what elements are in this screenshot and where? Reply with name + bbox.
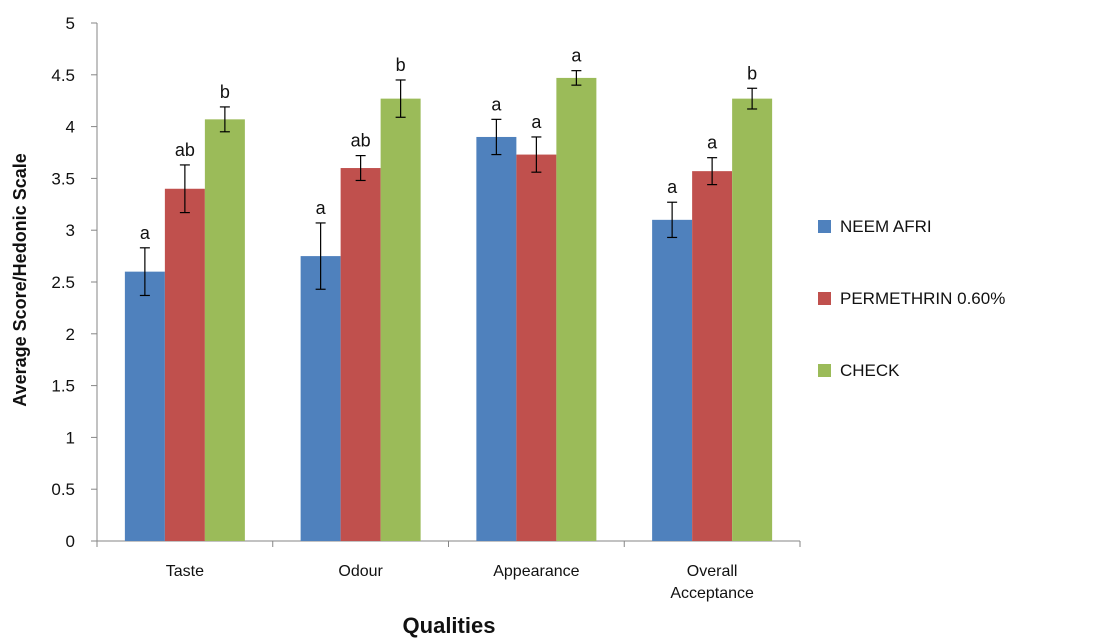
- significance-label: b: [220, 82, 230, 102]
- x-tick-label: Overall Acceptance: [670, 563, 754, 602]
- bar: [341, 168, 381, 541]
- bar: [556, 78, 596, 541]
- significance-label: a: [707, 133, 718, 153]
- x-axis-title: Qualities: [403, 613, 496, 638]
- bar: [516, 155, 556, 541]
- y-tick-label: 3: [66, 221, 75, 240]
- significance-label: b: [396, 55, 406, 75]
- x-axis: Taste Odour Appearance Overall Acceptance: [97, 541, 800, 602]
- legend-swatch: [818, 220, 831, 233]
- y-axis: 0 0.5 1 1.5 2 2.5 3 3.5 4 4.5 5: [51, 14, 97, 551]
- significance-label: a: [491, 94, 502, 114]
- y-axis-title: Average Score/Hedonic Scale: [10, 153, 30, 406]
- y-tick-label: 1: [66, 428, 75, 447]
- x-tick-label-line: Taste: [166, 563, 204, 580]
- legend: NEEM AFRI PERMETHRIN 0.60% CHECK: [818, 217, 1005, 380]
- bar: [381, 99, 421, 541]
- significance-label: a: [667, 177, 678, 197]
- x-tick-label-line: Appearance: [493, 563, 579, 580]
- x-tick-label: Appearance: [493, 563, 579, 580]
- x-tick-label: Taste: [166, 563, 204, 580]
- x-tick-label: Odour: [338, 563, 383, 580]
- x-tick-label-line: Odour: [338, 563, 383, 580]
- bar: [165, 189, 205, 541]
- y-tick-label: 0.5: [51, 480, 75, 499]
- legend-swatch: [818, 292, 831, 305]
- significance-label: ab: [351, 131, 371, 151]
- x-tick-label-line: Acceptance: [670, 585, 754, 602]
- y-tick-label: 1.5: [51, 377, 75, 396]
- y-tick-label: 0: [66, 532, 75, 551]
- y-tick-label: 2.5: [51, 273, 75, 292]
- bars: [125, 78, 772, 541]
- significance-label: a: [140, 223, 151, 243]
- y-tick-label: 2: [66, 325, 75, 344]
- y-tick-label: 4.5: [51, 66, 75, 85]
- bar: [732, 99, 772, 541]
- significance-label: ab: [175, 140, 195, 160]
- bar: [692, 171, 732, 541]
- x-tick-label-line: Overall: [687, 563, 738, 580]
- legend-label: CHECK: [840, 361, 900, 380]
- legend-label: NEEM AFRI: [840, 217, 932, 236]
- y-tick-label: 3.5: [51, 169, 75, 188]
- significance-label: a: [571, 46, 582, 66]
- significance-label: b: [747, 63, 757, 83]
- bar: [205, 119, 245, 541]
- bar: [301, 256, 341, 541]
- bar: [476, 137, 516, 541]
- bar: [125, 272, 165, 541]
- y-tick-label: 5: [66, 14, 75, 33]
- significance-label: a: [316, 198, 327, 218]
- legend-label: PERMETHRIN 0.60%: [840, 289, 1005, 308]
- significance-label: a: [531, 112, 542, 132]
- y-tick-label: 4: [66, 118, 75, 137]
- bar: [652, 220, 692, 541]
- legend-swatch: [818, 364, 831, 377]
